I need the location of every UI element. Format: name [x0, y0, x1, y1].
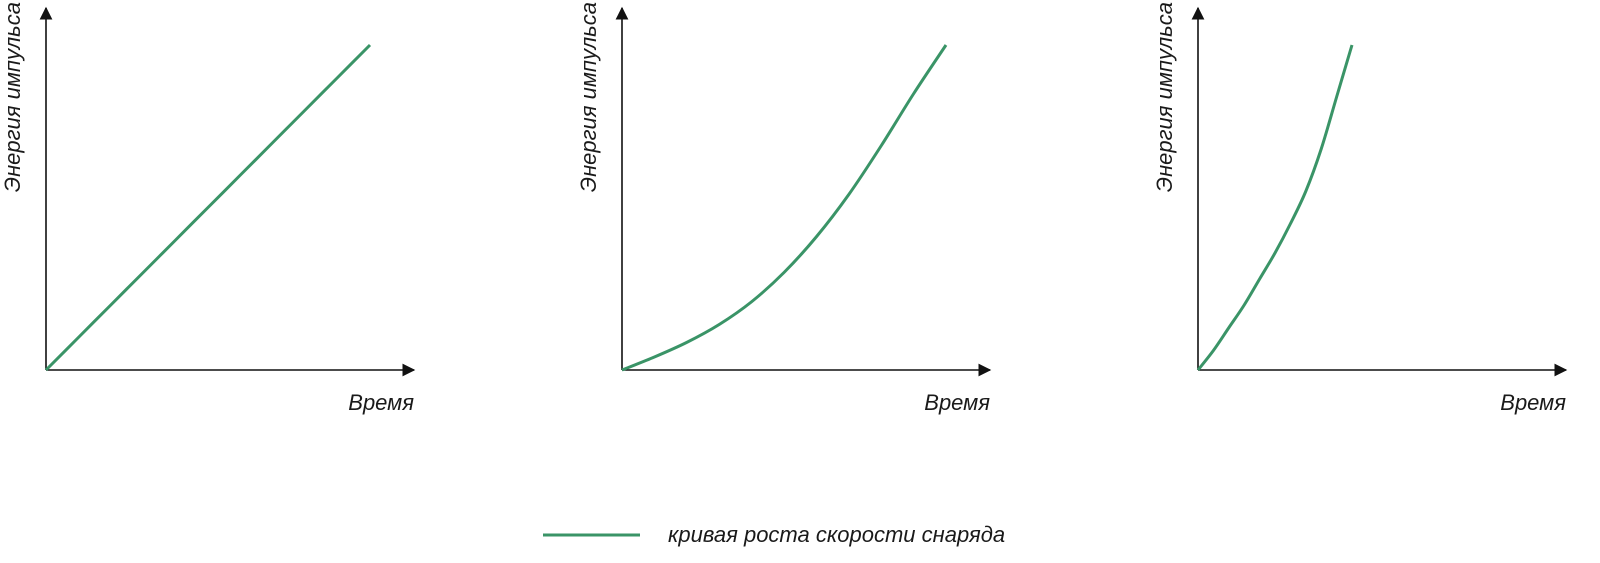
y-axis-label-1: Энергия импульса	[0, 2, 25, 192]
y-axis-label-2: Энергия импульса	[576, 2, 601, 192]
x-axis-label-3: Время	[1500, 390, 1566, 415]
legend-label: кривая роста скорости снаряда	[668, 522, 1005, 547]
chart-panel-1: Время Энергия импульса	[0, 2, 416, 415]
legend: кривая роста скорости снаряда	[543, 522, 1005, 547]
chart-panel-2: Время Энергия импульса	[576, 2, 992, 415]
series-line-3	[1196, 44, 1354, 371]
series-line-2	[621, 44, 948, 372]
y-axis-label-3: Энергия импульса	[1152, 2, 1177, 192]
series-line-1	[44, 43, 372, 372]
chart-panel-3: Время Энергия импульса	[1152, 2, 1568, 415]
x-axis-label-2: Время	[924, 390, 990, 415]
x-axis-label-1: Время	[348, 390, 414, 415]
